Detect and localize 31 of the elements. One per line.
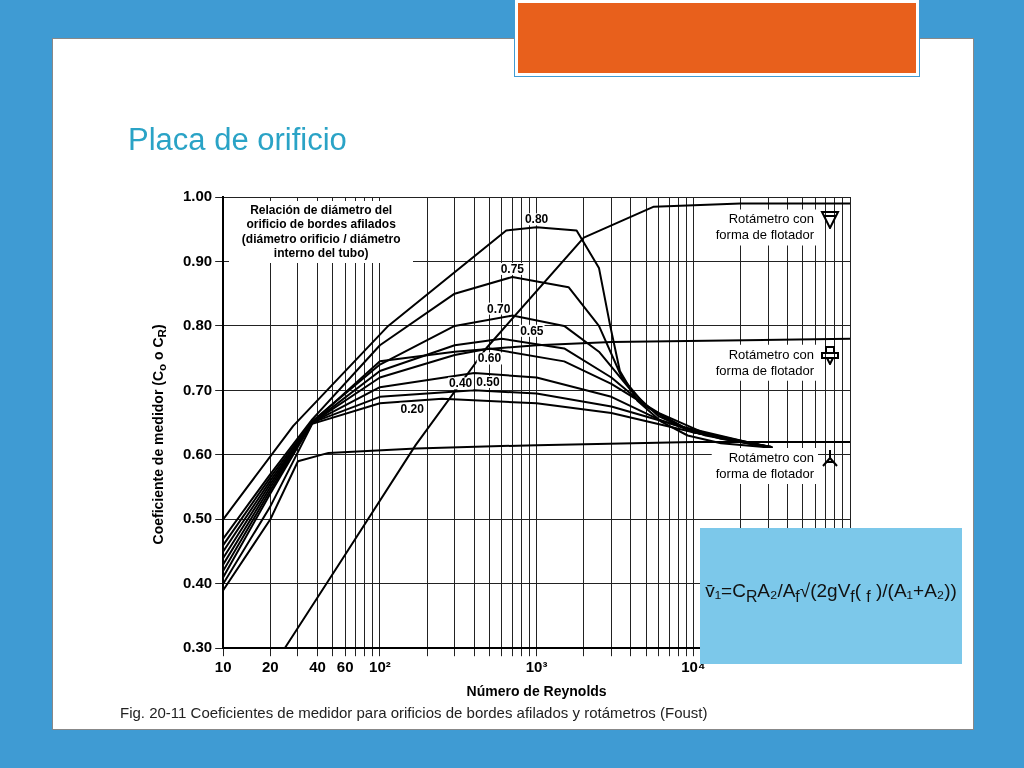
y-tick-label: 0.60: [182, 444, 213, 462]
legend-label: Rotámetro con forma de flotador: [715, 211, 815, 243]
x-tick-label: 10: [214, 658, 232, 676]
x-tick-label: 40: [309, 658, 326, 676]
y-tick-label: 0.40: [182, 573, 213, 591]
y-tick-label: 0.30: [182, 638, 213, 656]
series-label: 0.75: [500, 261, 525, 276]
x-tick-label: 20: [262, 658, 279, 676]
series-label: 0.80: [524, 212, 549, 227]
series-label: 0.20: [400, 401, 425, 416]
x-tick-label: 10⁴: [681, 658, 706, 676]
legend-label: Rotámetro con forma de flotador: [715, 346, 815, 378]
x-axis-title: Número de Reynolds: [466, 683, 607, 700]
series-label: 0.65: [520, 323, 544, 338]
y-tick-label: 0.50: [182, 509, 213, 527]
series-label: 0.40: [448, 376, 473, 391]
y-tick-label: 0.80: [182, 316, 213, 334]
x-tick-label: 10²: [369, 658, 391, 676]
x-tick-label: 60: [336, 658, 354, 676]
series-label: 0.60: [477, 351, 502, 366]
series-label: 0.70: [486, 301, 511, 316]
x-tick-label: 10³: [525, 658, 548, 676]
chart-title: Placa de orificio: [128, 122, 347, 158]
y-tick-label: 1.00: [182, 187, 213, 205]
legend-label: Rotámetro con forma de flotador: [715, 449, 815, 481]
legend-title: Relación de diámetro del orificio de bordes afilados (diámetro orificio / diámetro interno del tubo): [229, 201, 414, 263]
caption: Fig. 20-11 Coeficientes de medidor para orificios de bordes afilados y rotámetros (Foust): [120, 704, 709, 721]
y-tick-label: 0.70: [182, 380, 213, 398]
y-tick-label: 0.90: [182, 251, 213, 269]
text: v̄₁=C$_{R}$A₂/A$_{f}$√(2gV$_{f}$( $_{f}$ )/(A₁+A₂)): [705, 580, 957, 605]
series-label: 0.50: [476, 374, 500, 389]
